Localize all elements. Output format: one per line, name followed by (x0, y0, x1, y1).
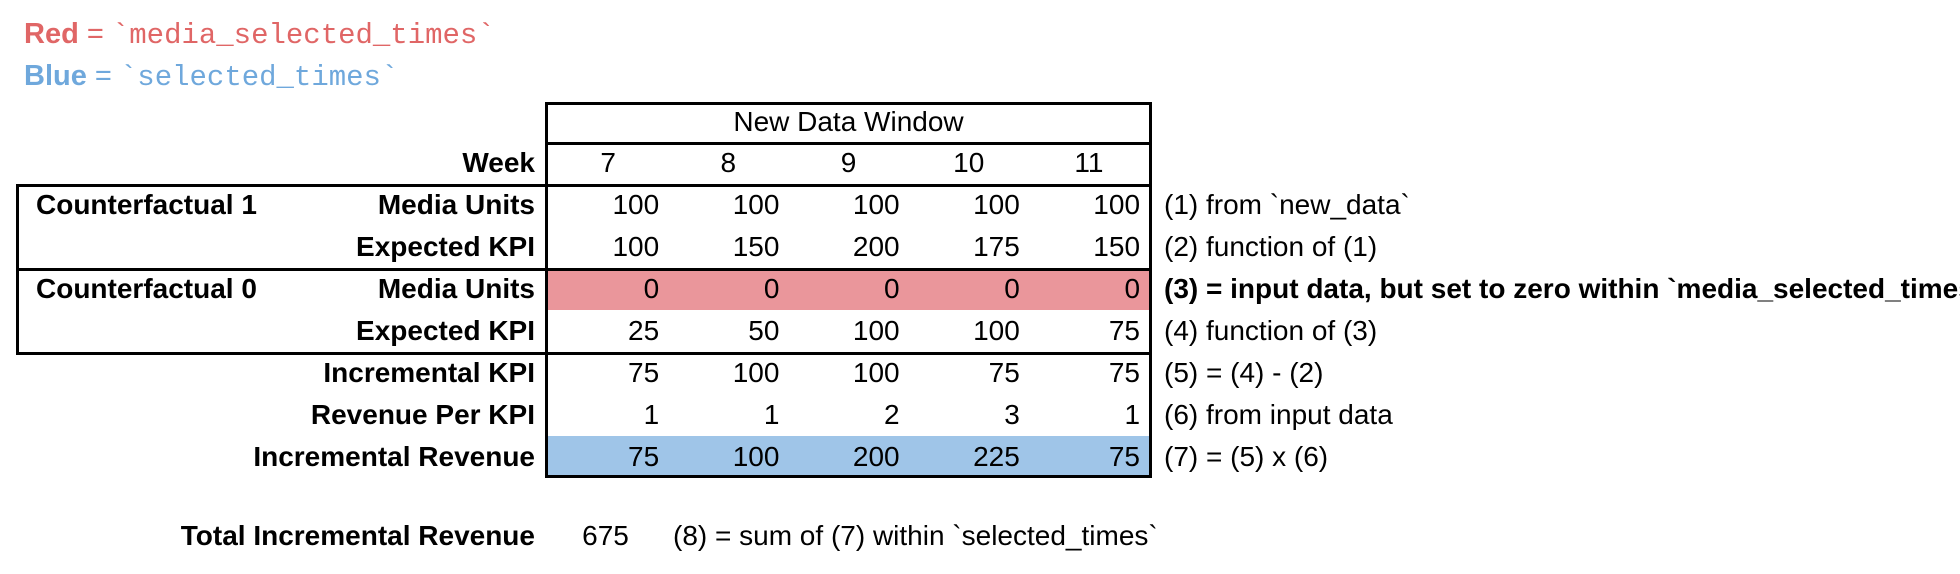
cell-value: 1 (643, 399, 660, 430)
cell-value: 225 (973, 441, 1020, 472)
row-label-media-units-cf0: Media Units (377, 273, 535, 304)
cell-value: 75 (1108, 441, 1141, 472)
cell-value: 100 (612, 231, 660, 262)
cell-value: 1 (763, 399, 780, 430)
week-number: 7 (600, 147, 616, 178)
annotation-8: (8) = sum of (7) within `selected_times` (673, 520, 1158, 551)
row-label-incremental-kpi: Incremental KPI (323, 357, 535, 388)
cell-value: 75 (1108, 315, 1141, 346)
red-highlight-row (548, 268, 1149, 310)
table-header-title: New Data Window (733, 106, 964, 137)
table-row: 25 50 100 100 75 (548, 310, 1149, 352)
table-row: 1 1 2 3 1 (548, 394, 1149, 436)
grid-line-under-cf0 (545, 352, 1152, 355)
total-incremental-revenue-label: Total Incremental Revenue (180, 520, 535, 551)
table-row-blue-highlight: 75 100 200 225 75 (548, 436, 1149, 478)
cell-value: 100 (732, 441, 780, 472)
annotation-6: (6) from input data (1164, 399, 1393, 430)
table-row: 75 100 100 75 75 (548, 352, 1149, 394)
cell-value: 100 (973, 189, 1020, 220)
cell-value: 0 (884, 273, 900, 304)
cell-value: 100 (732, 357, 780, 388)
group-label-counterfactual-1: Counterfactual 1 (36, 189, 257, 220)
legend-blue-label: Blue (24, 60, 87, 92)
annotation-4: (4) function of (3) (1164, 315, 1378, 346)
annotation-7: (7) = (5) x (6) (1164, 441, 1329, 472)
counterfactual-panel-divider (16, 268, 548, 271)
cell-value: 75 (988, 357, 1020, 388)
cell-value: 150 (1093, 231, 1141, 262)
data-grid-outline (545, 102, 1152, 478)
total-incremental-revenue-value: 675 (582, 520, 629, 551)
week-number: 10 (953, 147, 985, 178)
grid-line-cf1-cf0 (545, 268, 1152, 271)
cell-value: 75 (628, 441, 660, 472)
row-label-incremental-revenue: Incremental Revenue (253, 441, 535, 472)
grid-line-under-header (545, 142, 1152, 145)
cell-value: 75 (628, 357, 660, 388)
cell-value: 25 (628, 315, 660, 346)
cell-value: 100 (852, 189, 900, 220)
cell-value: 1 (1124, 399, 1141, 430)
cell-value: 100 (973, 315, 1020, 346)
cell-value: 175 (973, 231, 1020, 262)
row-label-expected-kpi-cf1: Expected KPI (356, 231, 535, 262)
blue-highlight-row (548, 436, 1149, 475)
annotation-2: (2) function of (1) (1164, 231, 1378, 262)
cell-value: 100 (852, 315, 900, 346)
week-number: 11 (1074, 147, 1104, 178)
cell-value: 150 (732, 231, 780, 262)
table-row: 100 150 200 175 150 (548, 226, 1149, 268)
week-row-label: Week (462, 147, 535, 178)
week-number-row: 7 8 9 10 11 (548, 142, 1149, 184)
cell-value: 100 (612, 189, 660, 220)
cell-value: 100 (732, 189, 780, 220)
cell-value: 100 (852, 357, 900, 388)
legend-red-label: Red (24, 18, 79, 50)
table-row-red-highlight: 0 0 0 0 0 (548, 268, 1149, 310)
annotation-3: (3) = input data, but set to zero within… (1164, 273, 1960, 304)
cell-value: 0 (1124, 273, 1141, 304)
table-row: 100 100 100 100 100 (548, 184, 1149, 226)
group-label-counterfactual-0: Counterfactual 0 (36, 273, 257, 304)
legend-blue-code: `selected_times` (119, 61, 399, 94)
row-label-expected-kpi-cf0: Expected KPI (356, 315, 535, 346)
cell-value: 2 (884, 399, 900, 430)
cell-value: 75 (1108, 357, 1141, 388)
legend-red-code: `media_selected_times` (111, 19, 495, 52)
legend-blue-line: Blue = `selected_times` (24, 56, 398, 98)
cell-value: 0 (643, 273, 660, 304)
cell-value: 200 (852, 441, 900, 472)
row-label-media-units-cf1: Media Units (377, 189, 535, 220)
week-number: 8 (720, 147, 737, 178)
annotation-5: (5) = (4) - (2) (1164, 357, 1324, 388)
cell-value: 50 (748, 315, 780, 346)
legend-red-equals: = (78, 18, 112, 50)
week-number: 9 (840, 147, 857, 178)
cell-value: 0 (1004, 273, 1020, 304)
cell-value: 200 (852, 231, 900, 262)
cell-value: 0 (763, 273, 780, 304)
annotation-1: (1) from `new_data` (1164, 189, 1410, 220)
legend-red-line: Red = `media_selected_times` (24, 14, 495, 56)
row-label-revenue-per-kpi: Revenue Per KPI (310, 399, 535, 430)
legend-blue-equals: = (86, 60, 120, 92)
grid-line-under-week (545, 184, 1152, 187)
cell-value: 100 (1093, 189, 1141, 220)
cell-value: 3 (1004, 399, 1020, 430)
